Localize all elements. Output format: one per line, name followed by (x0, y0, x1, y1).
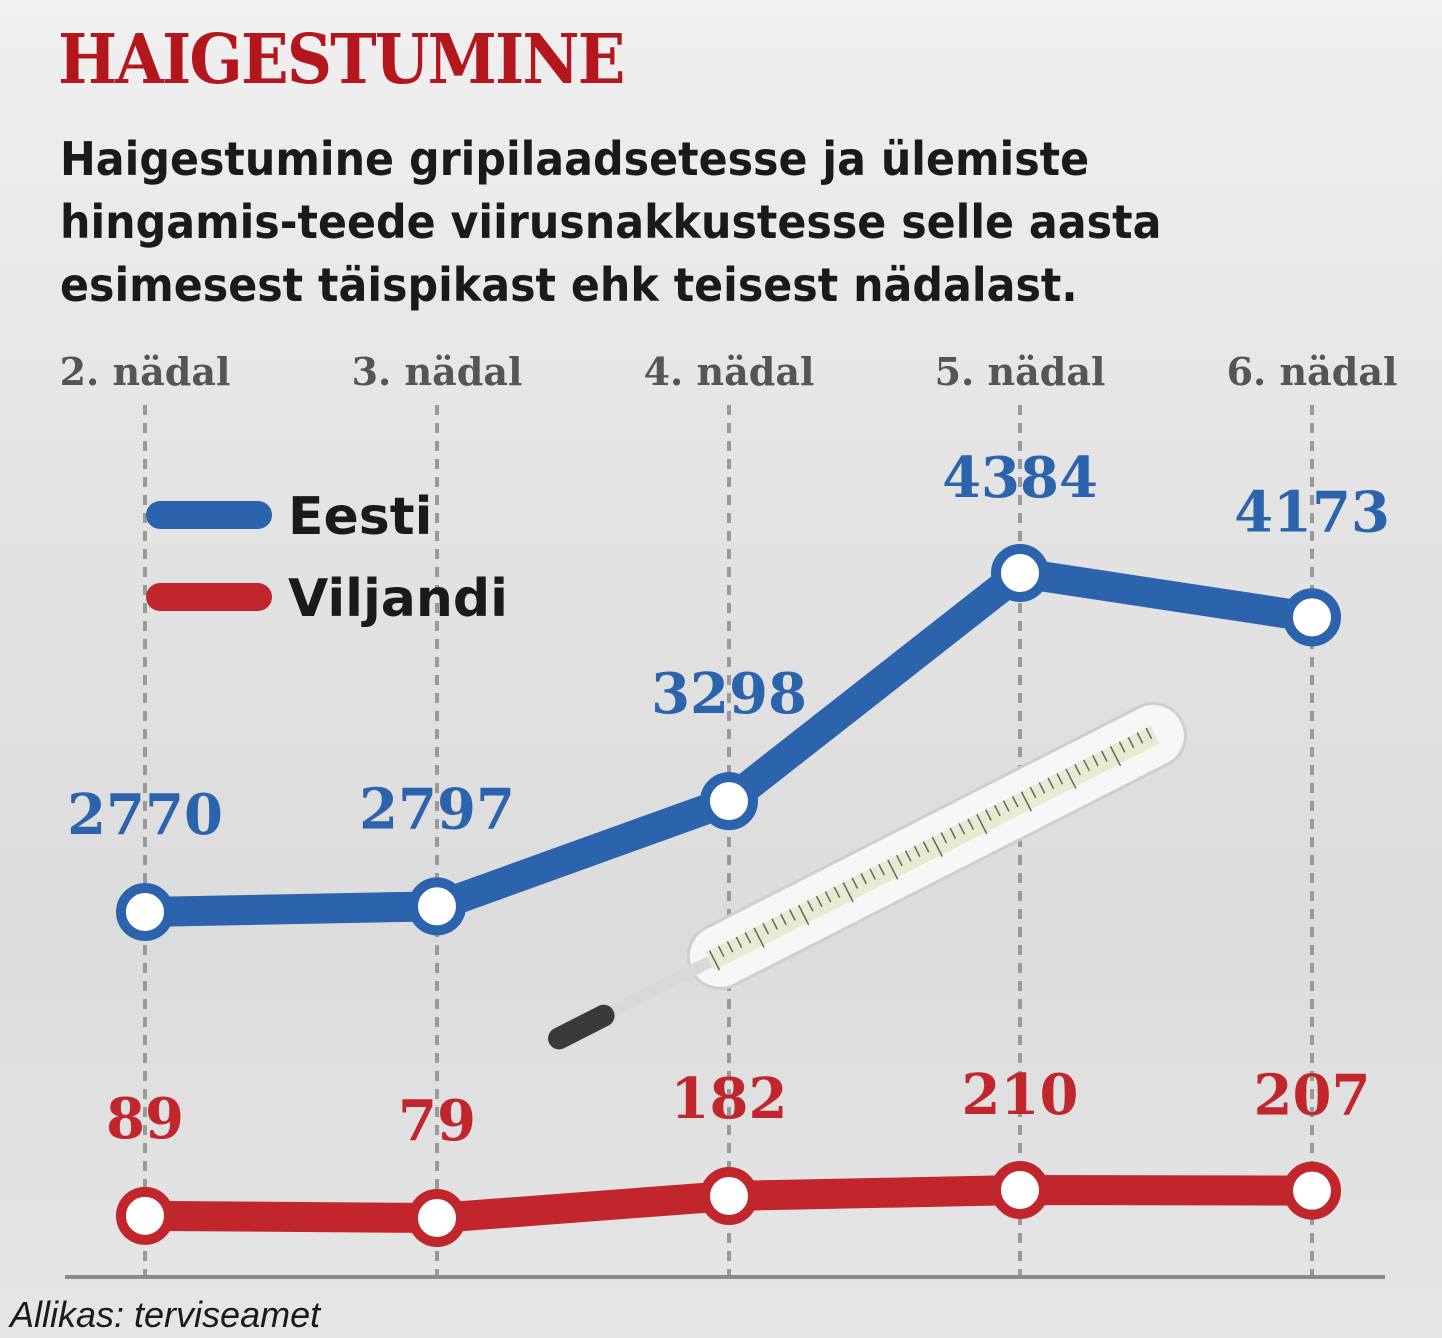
chart-subtitle: Haigestumine gripilaadsetesse ja ülemist… (60, 132, 1162, 312)
data-label: 207 (1254, 1063, 1371, 1129)
data-point (700, 772, 758, 831)
thermometer-scale (705, 725, 1160, 971)
thermometer-tick (967, 818, 975, 830)
thermometer-tick (904, 850, 912, 862)
thermometer-tick (1020, 791, 1033, 812)
thermometer-stem (608, 956, 713, 1018)
data-point (1283, 588, 1341, 647)
data-point (991, 1161, 1049, 1219)
thermometer-tick (833, 886, 841, 899)
thermometer-tick (1002, 800, 1010, 812)
thermometer-tick (1083, 759, 1090, 771)
data-label: 182 (671, 1066, 788, 1132)
thermometer-tick (771, 918, 779, 930)
x-tick-label: 2. nädal (60, 349, 231, 394)
thermometer-tick (895, 854, 903, 867)
thermometer-tick (1100, 750, 1108, 762)
thermometer-tick (815, 895, 823, 908)
x-tick-label: 3. nädal (352, 349, 523, 394)
thermometer-tick (753, 927, 765, 948)
source-note: Allikas: terviseamet (10, 1294, 321, 1335)
thermometer-tick (869, 868, 877, 880)
thermometer-tick (976, 814, 988, 835)
thermometer-tick (949, 827, 957, 839)
thermometer-tick (1056, 773, 1064, 785)
thermometer-tick (931, 836, 943, 857)
data-label: 210 (962, 1062, 1079, 1128)
thermometer-image (548, 702, 1187, 1050)
thermometer-tick (789, 909, 796, 921)
thermometer-tick (797, 904, 810, 926)
x-tick-label: 6. nädal (1227, 349, 1398, 394)
data-label: 3298 (651, 661, 807, 727)
thermometer-tick (1118, 741, 1126, 753)
thermometer-tick (985, 809, 992, 821)
thermometer-tick (726, 941, 734, 953)
data-point (991, 544, 1049, 602)
thermometer-tick (708, 950, 721, 971)
x-tick-label: 5. nädal (935, 349, 1106, 394)
thermometer-tick (735, 936, 743, 948)
thermometer-tick (913, 845, 921, 858)
legend-label: Viljandi (288, 569, 508, 629)
thermometer-bulb (548, 1004, 615, 1050)
thermometer-tick (860, 873, 868, 885)
data-point (408, 877, 466, 936)
thermometer-tick (780, 913, 787, 926)
data-point (116, 883, 174, 941)
thermometer-tick (1145, 727, 1153, 740)
thermometer-tick (887, 859, 899, 880)
thermometer-tick (1029, 786, 1037, 799)
data-label: 4173 (1234, 479, 1390, 545)
thermometer-tick (717, 945, 725, 958)
data-label: 79 (398, 1088, 476, 1154)
thermometer-tick (1109, 745, 1122, 767)
thermometer-tick (940, 832, 948, 844)
thermometer-tick (1091, 754, 1099, 767)
data-point (116, 1186, 174, 1245)
data-label: 4384 (942, 445, 1098, 511)
data-point (700, 1166, 758, 1225)
thermometer-tick (1074, 764, 1081, 776)
thermometer-tick (922, 841, 930, 853)
thermometer-tick (1011, 795, 1019, 808)
data-label: 89 (106, 1086, 184, 1152)
thermometer-tick (824, 891, 832, 903)
data-point (408, 1189, 466, 1247)
data-label: 2770 (67, 782, 223, 848)
thermometer-tick (851, 877, 859, 889)
thermometer-tick (1065, 768, 1077, 789)
chart-heading: HAIGESTUMINE (58, 20, 625, 100)
thermometer-tick (762, 922, 770, 935)
thermometer-tick (1047, 777, 1055, 790)
thermometer-tick (744, 932, 752, 944)
thermometer-tick (806, 900, 814, 912)
thermometer-tick (1136, 732, 1144, 744)
thermometer-tick (1127, 736, 1135, 749)
thermometer-tick (1038, 782, 1046, 794)
thermometer-tick (958, 823, 966, 835)
data-point (1283, 1161, 1341, 1220)
thermometer-tick (993, 804, 1001, 817)
data-label: 2797 (359, 776, 515, 842)
legend-label: Eesti (288, 487, 432, 547)
thermometer-tick (878, 863, 885, 876)
x-tick-label: 4. nädal (644, 349, 815, 394)
thermometer-tick (842, 882, 854, 903)
